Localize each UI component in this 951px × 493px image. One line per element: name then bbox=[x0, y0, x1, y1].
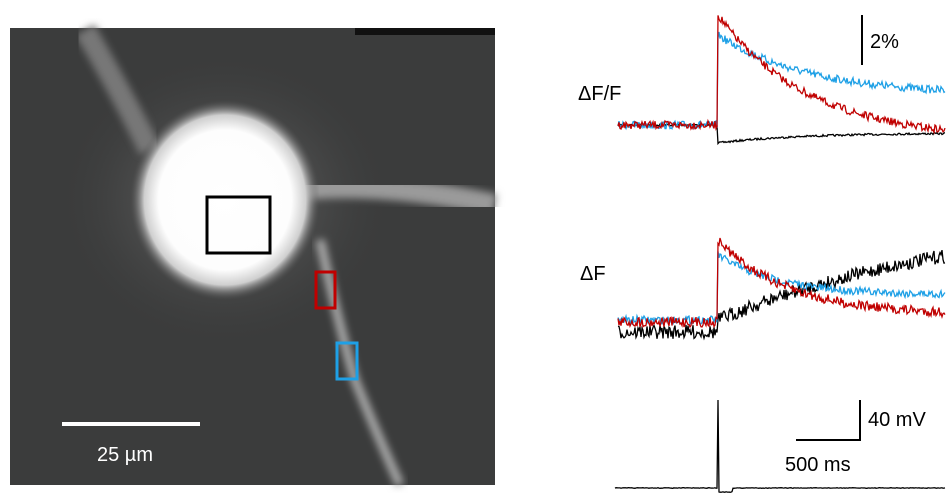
scale-label: 500 ms bbox=[785, 454, 851, 476]
soma bbox=[130, 100, 320, 300]
micrograph: 25 µm bbox=[10, 28, 495, 485]
figure: 25 µm ΔF/F 2% ΔF 40 mV 500 ms bbox=[0, 0, 951, 493]
scale-bar-label: 25 µm bbox=[97, 444, 153, 466]
scale-label: 2% bbox=[870, 31, 899, 53]
scale-label: 40 mV bbox=[868, 409, 926, 431]
trace-label: ΔF/F bbox=[578, 83, 621, 105]
scale-bar bbox=[796, 400, 860, 440]
trace-label: ΔF bbox=[580, 263, 606, 285]
trace bbox=[618, 238, 945, 327]
black-bar bbox=[355, 28, 495, 35]
traces: ΔF/F 2% ΔF 40 mV 500 ms bbox=[578, 15, 945, 492]
